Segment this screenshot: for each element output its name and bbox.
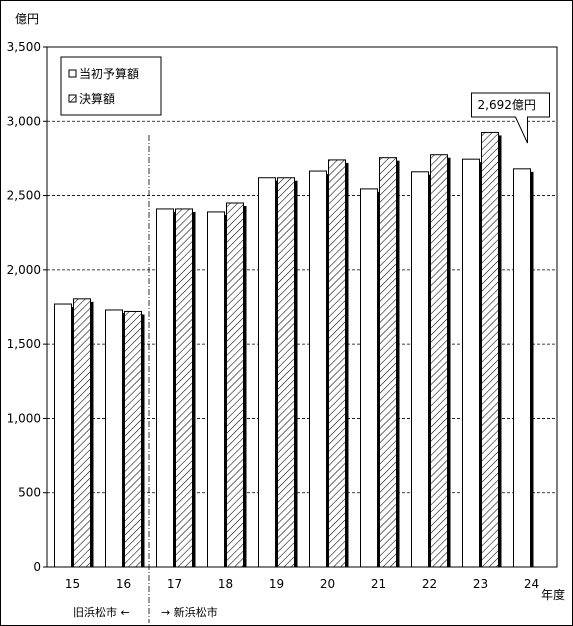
plot-area-border (46, 46, 558, 568)
bar-settlement-23 (481, 131, 499, 568)
bar-settlement-19 (277, 177, 295, 568)
new-city-label: → 新浜松市 (161, 605, 218, 619)
bar-settlement-15 (73, 298, 91, 568)
bar-initial-budget-17 (156, 208, 174, 568)
callout-bubble (471, 92, 550, 144)
bar-initial-budget-22 (411, 171, 429, 568)
y-tick-label: 3,500 (7, 40, 41, 54)
x-axis-unit-label: 年度 (541, 587, 565, 602)
legend-box (60, 56, 162, 116)
legend-swatch-settlement (68, 94, 77, 103)
legend: 当初予算額 決算額 (60, 56, 162, 116)
bar-initial-budget-24 (513, 168, 531, 568)
bar-settlement-18 (226, 202, 244, 568)
callout-text: 2,692億円 (478, 98, 536, 112)
bar-settlement-17 (175, 208, 193, 568)
x-tick-label: 15 (65, 577, 80, 591)
bar-initial-budget-20 (309, 170, 327, 568)
bar-initial-budget-18 (207, 211, 225, 568)
bar-initial-budget-19 (258, 177, 276, 568)
bar-initial-budget-16 (105, 309, 123, 568)
x-tick-label: 22 (422, 577, 437, 591)
legend-swatch-initial-budget (68, 69, 77, 78)
x-tick-label: 19 (269, 577, 284, 591)
y-tick-label: 3,000 (7, 114, 41, 128)
y-axis-unit-label: 億円 (15, 12, 39, 26)
x-tick-label: 18 (218, 577, 233, 591)
x-tick-label: 23 (473, 577, 488, 591)
y-tick-label: 1,000 (7, 411, 41, 425)
bar-initial-budget-23 (462, 158, 480, 568)
x-tick-label: 24 (524, 577, 539, 591)
y-tick-label: 2,000 (7, 263, 41, 277)
x-tick-label: 17 (167, 577, 182, 591)
bar-settlement-20 (328, 159, 346, 568)
old-city-label: 旧浜松市 ← (73, 605, 130, 619)
x-tick-label: 21 (371, 577, 386, 591)
y-tick-label: 500 (18, 486, 41, 500)
y-tick-label: 1,500 (7, 337, 41, 351)
annotation-callout: 2,692億円 (471, 92, 550, 144)
bar-initial-budget-21 (360, 188, 378, 568)
y-tick-label: 2,500 (7, 189, 41, 203)
legend-label-initial-budget: 当初予算額 (79, 66, 139, 81)
bar-settlement-21 (379, 157, 397, 568)
legend-label-settlement: 決算額 (79, 91, 115, 106)
x-tick-label: 20 (320, 577, 335, 591)
x-tick-label: 16 (116, 577, 131, 591)
bar-initial-budget-15 (54, 303, 72, 568)
bar-settlement-16 (124, 310, 142, 568)
bar-settlement-22 (430, 154, 448, 568)
y-tick-label: 0 (33, 560, 41, 574)
